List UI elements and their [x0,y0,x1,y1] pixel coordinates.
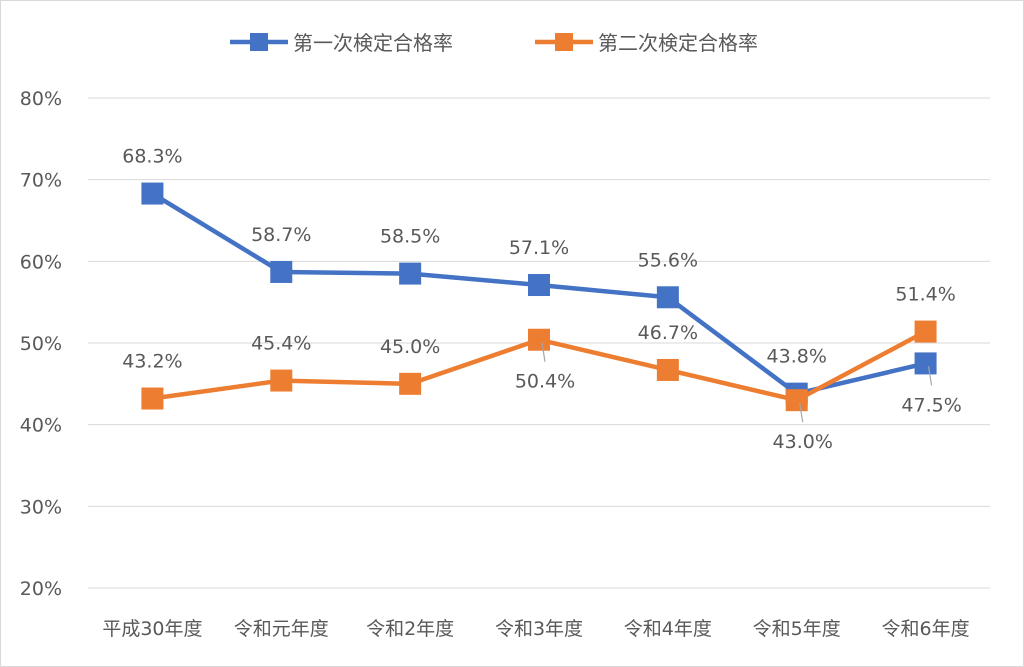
data-label: 43.0% [773,431,833,453]
legend-marker [250,33,268,51]
data-point-marker [399,372,422,395]
data-label: 46.7% [638,322,698,344]
data-label: 58.5% [380,226,440,248]
data-point-marker [270,369,293,392]
series-2 [141,320,937,412]
data-label: 50.4% [515,371,575,393]
data-labels-1: 68.3% 58.7% 58.5% 57.1% 55.6% 43.8% 47.5% [122,146,962,417]
data-label: 45.0% [380,336,440,358]
data-point-marker [528,328,550,351]
series-group: 68.3%58.7% 58.5%57.1%55.6%43.8%47.5%43.2%… [122,146,962,454]
legend-item-2: 第二次検定合格率 [535,31,758,55]
data-point-marker [914,320,937,343]
x-tick-label: 令和元年度 [234,618,329,640]
data-point-marker [656,358,679,381]
data-label: 57.1% [509,237,569,259]
x-tick-label: 平成30年度 [102,618,202,640]
legend: 第一次検定合格率 第二次検定合格率 [230,31,758,55]
data-point-marker [785,389,808,412]
data-label: 47.5% [901,394,961,416]
legend-label: 第一次検定合格率 [293,31,453,55]
y-tick-label: 80% [20,88,62,110]
data-point-marker [141,387,164,410]
data-label: 58.7% [251,224,311,246]
y-tick-label: 50% [20,333,62,355]
x-tick-label: 令和3年度 [495,618,583,640]
data-label: 45.4% [251,333,311,355]
legend-marker [555,33,573,51]
y-tick-label: 30% [20,496,62,518]
x-tick-label: 令和2年度 [366,618,454,640]
y-tick-label: 40% [20,415,62,437]
data-point-marker [528,274,550,297]
data-label: 51.4% [895,284,955,306]
x-axis: 平成30年度 令和元年度 令和2年度 令和3年度 令和4年度 令和5年度 令和6年度 [102,618,969,640]
y-tick-label: 20% [20,578,62,600]
y-axis: 20% 30% 40% 50% 60% 70% 80% [20,88,62,600]
data-labels-2: 43.2% 45.4% 45.0% 50.4% 46.7% 43.0% 51.4% [122,284,956,454]
legend-label: 第二次検定合格率 [598,31,758,55]
data-label: 68.3% [122,146,182,168]
y-tick-label: 60% [20,251,62,273]
leader-line [799,403,804,423]
data-label: 43.8% [767,346,827,368]
data-point-marker [914,352,937,375]
data-label: 43.2% [122,351,182,373]
x-tick-label: 令和6年度 [882,618,970,640]
data-point-marker [270,260,293,283]
leader-line [541,342,546,362]
y-tick-label: 70% [20,170,62,192]
x-tick-label: 令和4年度 [624,618,712,640]
data-label: 55.6% [638,249,698,271]
data-point-marker [656,286,679,309]
data-point-marker [141,182,164,205]
gridlines [88,97,990,589]
data-point-marker [399,262,422,285]
legend-item-1: 第一次検定合格率 [230,31,453,55]
x-tick-label: 令和5年度 [753,618,841,640]
leader-line [927,366,933,386]
